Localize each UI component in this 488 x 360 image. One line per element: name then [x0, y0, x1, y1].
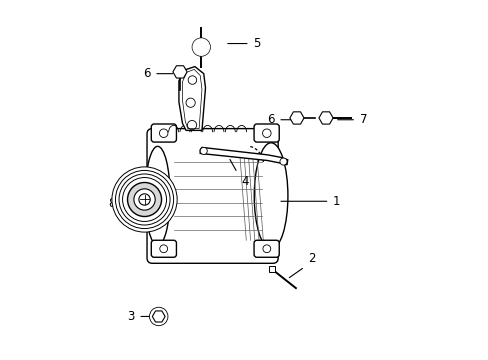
Text: 4: 4	[241, 175, 248, 188]
Polygon shape	[193, 40, 208, 55]
Text: 8: 8	[107, 197, 115, 210]
Polygon shape	[289, 112, 304, 124]
Circle shape	[122, 177, 166, 221]
Circle shape	[187, 121, 196, 130]
Circle shape	[112, 167, 177, 232]
Text: 6: 6	[143, 67, 150, 80]
Polygon shape	[200, 147, 287, 165]
FancyBboxPatch shape	[254, 124, 279, 142]
FancyBboxPatch shape	[268, 266, 275, 272]
Circle shape	[134, 189, 155, 210]
Ellipse shape	[145, 146, 170, 246]
FancyBboxPatch shape	[254, 240, 279, 257]
FancyBboxPatch shape	[151, 124, 176, 142]
Text: 6: 6	[266, 113, 274, 126]
Circle shape	[160, 245, 167, 253]
Circle shape	[139, 194, 150, 205]
Circle shape	[115, 170, 173, 229]
Polygon shape	[152, 311, 165, 322]
Text: 3: 3	[127, 310, 134, 323]
Circle shape	[149, 307, 167, 326]
Circle shape	[159, 129, 167, 138]
Polygon shape	[179, 67, 205, 130]
Text: 5: 5	[253, 37, 260, 50]
Polygon shape	[173, 66, 187, 78]
Text: 1: 1	[332, 195, 340, 208]
Polygon shape	[318, 112, 332, 124]
Circle shape	[200, 147, 207, 154]
Circle shape	[279, 158, 286, 165]
FancyBboxPatch shape	[147, 129, 278, 263]
Circle shape	[119, 174, 170, 225]
Text: 2: 2	[307, 252, 315, 265]
Ellipse shape	[254, 143, 287, 249]
FancyBboxPatch shape	[151, 240, 176, 257]
Text: 7: 7	[359, 113, 366, 126]
Circle shape	[263, 245, 270, 253]
Circle shape	[262, 129, 270, 138]
Circle shape	[127, 183, 161, 216]
Circle shape	[185, 98, 195, 107]
Circle shape	[188, 76, 196, 84]
Circle shape	[192, 38, 210, 56]
